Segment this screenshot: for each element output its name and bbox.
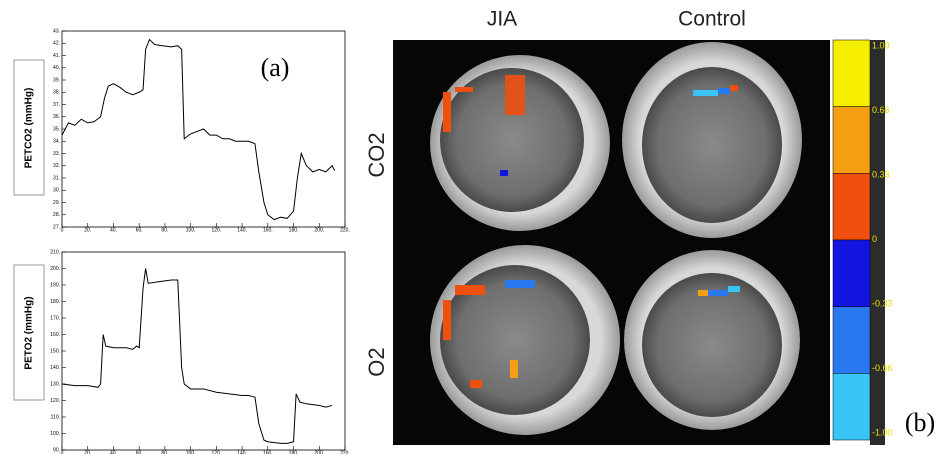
colorbar-background — [870, 40, 885, 445]
row-label: O2 — [364, 347, 389, 376]
x-tick-label: 140. — [237, 227, 247, 233]
y-tick-label: 31. — [53, 175, 60, 181]
x-tick-label: 100. — [186, 227, 196, 233]
x-tick-label: 200. — [314, 227, 324, 233]
y-tick-label: 120. — [50, 398, 60, 404]
x-tick-label: 100. — [186, 450, 196, 454]
x-tick-label: 80. — [161, 227, 168, 233]
y-tick-label: 39. — [53, 77, 60, 83]
colorbar-tick-label: -0.66 — [872, 363, 893, 373]
x-tick-label: 40. — [110, 227, 117, 233]
y-axis-label: PETCO2 (mmHg) — [24, 88, 35, 169]
x-tick-label: 80. — [161, 450, 168, 454]
mri-image — [430, 55, 610, 231]
plot-frame — [61, 251, 346, 451]
mri-image — [430, 245, 620, 435]
colorbar-tick-label: -1.00 — [872, 427, 893, 437]
y-tick-label: 27. — [53, 224, 60, 230]
colorbar-tick-label: -0.33 — [872, 298, 893, 308]
y-tick-label: 100. — [50, 431, 60, 437]
panel-label: (b) — [905, 408, 935, 437]
x-tick-label: 220. — [340, 227, 350, 233]
y-axis-label: PETO2 (mmHg) — [24, 296, 35, 369]
x-tick-label: 120. — [211, 450, 221, 454]
y-tick-label: 43. — [53, 28, 60, 34]
colorbar-segment — [832, 39, 871, 107]
y-tick-label: 210. — [50, 249, 60, 255]
y-tick-label: 32. — [53, 163, 60, 169]
panel-label: (a) — [261, 53, 290, 82]
y-tick-label: 33. — [53, 151, 60, 157]
colorbar-tick-label: 0 — [872, 234, 877, 244]
y-tick-label: 42. — [53, 41, 60, 47]
mri-image — [622, 42, 802, 238]
x-tick-label: 0 — [61, 227, 64, 233]
colorbar-tick-label: 0.33 — [872, 169, 890, 179]
x-tick-label: 220. — [340, 450, 350, 454]
y-tick-label: 180. — [50, 299, 60, 305]
x-tick-label: 140. — [237, 450, 247, 454]
y-tick-label: 110. — [51, 414, 60, 420]
y-tick-label: 170. — [50, 315, 60, 321]
y-tick-label: 30. — [53, 188, 60, 194]
x-tick-label: 60. — [136, 227, 143, 233]
colorbar-segment — [832, 173, 871, 241]
row-label: CO2 — [364, 132, 389, 177]
y-tick-label: 190. — [50, 282, 60, 288]
x-tick-label: 120. — [211, 227, 221, 233]
ylabel-box — [13, 59, 45, 196]
x-tick-label: 0 — [61, 450, 64, 454]
y-tick-label: 35. — [53, 126, 60, 132]
colorbar-tick-label: 1.00 — [872, 40, 890, 50]
y-tick-label: 200. — [50, 266, 60, 272]
data-line — [61, 268, 333, 444]
x-tick-label: 180. — [289, 450, 299, 454]
y-tick-label: 38. — [53, 90, 60, 96]
y-tick-label: 90. — [53, 447, 60, 453]
x-tick-label: 160. — [263, 450, 273, 454]
column-label: Control — [678, 8, 746, 31]
x-tick-label: 160. — [263, 227, 273, 233]
y-tick-label: 28. — [53, 212, 60, 218]
x-tick-label: 40. — [110, 450, 117, 454]
y-tick-label: 41. — [53, 53, 60, 59]
y-tick-label: 29. — [53, 200, 60, 206]
y-tick-label: 150. — [50, 348, 60, 354]
x-tick-label: 200. — [314, 450, 324, 454]
ylabel-box — [13, 264, 45, 401]
column-label: JIA — [487, 8, 517, 31]
y-tick-label: 40. — [53, 65, 60, 71]
y-tick-label: 140. — [50, 365, 60, 371]
y-tick-label: 36. — [53, 114, 60, 120]
y-tick-label: 34. — [53, 139, 60, 145]
colorbar-segment — [832, 106, 871, 174]
y-tick-label: 130. — [50, 381, 60, 387]
x-tick-label: 60. — [136, 450, 143, 454]
colorbar-segment — [832, 306, 871, 374]
colorbar-segment — [832, 239, 871, 307]
x-tick-label: 20. — [84, 227, 91, 233]
data-line — [61, 38, 336, 221]
colorbar-segment — [832, 373, 871, 441]
y-tick-label: 37. — [53, 102, 60, 108]
y-tick-label: 160. — [50, 332, 60, 338]
colorbar-tick-label: 0.66 — [872, 105, 890, 115]
mri-image — [624, 250, 800, 430]
x-tick-label: 180. — [289, 227, 299, 233]
x-tick-label: 20. — [84, 450, 91, 454]
